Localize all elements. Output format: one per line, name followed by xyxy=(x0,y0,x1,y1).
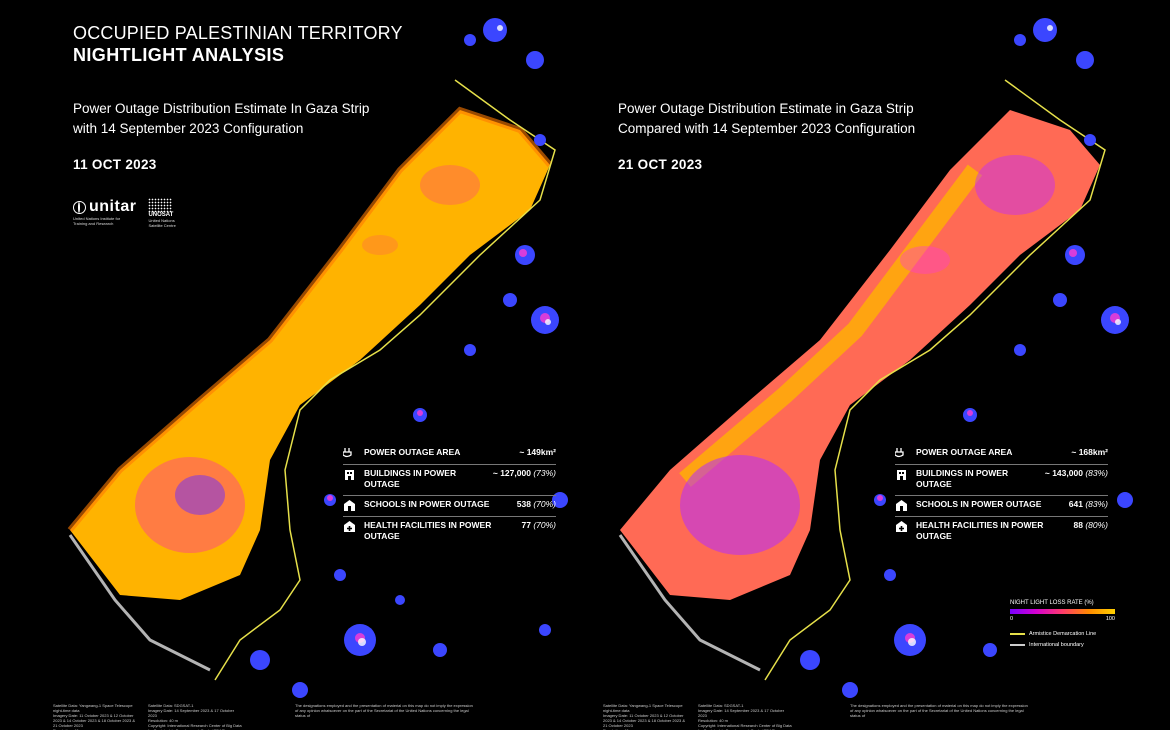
legend-boundary: International boundary xyxy=(1010,642,1115,648)
stat-value: 538 (70%) xyxy=(516,499,556,509)
unitar-logo: unitar United Nations Institute for Trai… xyxy=(73,198,136,226)
report-title-line1: OCCUPIED PALESTINIAN TERRITORY xyxy=(73,23,403,43)
subtitle-line1: Power Outage Distribution Estimate in Ga… xyxy=(618,101,914,116)
armistice-line xyxy=(764,79,1106,681)
stat-value: ~ 127,000 (73%) xyxy=(492,468,556,478)
unosat-caption: United Nations Satellite Centre xyxy=(148,218,176,228)
stat-label: SCHOOLS IN POWER OUTAGE xyxy=(364,499,490,509)
stat-label: BUILDINGS IN POWER OUTAGE xyxy=(364,468,457,489)
legend-armistice-label: Armistice Demarcation Line xyxy=(1029,631,1097,637)
unosat-dots-icon xyxy=(148,198,173,212)
map-panel-11-oct: OCCUPIED PALESTINIAN TERRITORY NIGHTLIGH… xyxy=(53,18,568,730)
stat-row: POWER OUTAGE AREA ~ 168km² xyxy=(895,444,1108,465)
power-plug-icon xyxy=(343,448,352,458)
un-globe-icon xyxy=(73,200,86,214)
stat-row: SCHOOLS IN POWER OUTAGE 641 (83%) xyxy=(895,496,1108,517)
map-panel-21-oct: Power Outage Distribution Estimate in Ga… xyxy=(585,0,1170,730)
stat-value: ~ 149km² xyxy=(519,447,556,457)
stat-value: 641 (83%) xyxy=(1068,499,1108,509)
school-icon xyxy=(896,500,907,511)
legend-max: 100 xyxy=(1105,616,1115,622)
stat-label: HEALTH FACILITIES IN POWER OUTAGE xyxy=(916,520,1044,541)
stat-row: SCHOOLS IN POWER OUTAGE 538 (70%) xyxy=(343,496,556,517)
building-icon xyxy=(897,470,906,480)
lit-areas xyxy=(800,18,1133,698)
legend-armistice: Armistice Demarcation Line xyxy=(1010,631,1115,637)
map-legend: NIGHT LIGHT LOSS RATE (%) 0 100 Armistic… xyxy=(1010,600,1115,648)
footer-source-2: Satellite Data: SDGSAT-1 Imagery Date: 1… xyxy=(148,703,242,730)
health-facility-icon xyxy=(896,521,907,532)
map-subtitle: Power Outage Distribution Estimate in Ga… xyxy=(618,99,915,139)
map-date: 21 OCT 2023 xyxy=(618,157,703,172)
stat-label: SCHOOLS IN POWER OUTAGE xyxy=(916,499,1042,509)
boundary-swatch-icon xyxy=(1010,644,1025,646)
stat-value: 77 (70%) xyxy=(521,520,556,530)
legend-title: NIGHT LIGHT LOSS RATE (%) xyxy=(1010,600,1094,606)
stat-label: BUILDINGS IN POWER OUTAGE xyxy=(916,468,1009,489)
stat-row: HEALTH FACILITIES IN POWER OUTAGE 88 (80… xyxy=(895,517,1108,547)
unitar-wordmark: unitar xyxy=(89,198,137,215)
stat-label: HEALTH FACILITIES IN POWER OUTAGE xyxy=(364,520,492,541)
subtitle-line2: with 14 September 2023 Configuration xyxy=(73,121,304,136)
logos: unitar United Nations Institute for Trai… xyxy=(73,198,184,228)
legend-min: 0 xyxy=(1010,616,1014,622)
armistice-swatch-icon xyxy=(1010,633,1025,635)
map-date: 11 OCT 2023 xyxy=(73,157,157,172)
unosat-wordmark: UNOSAT xyxy=(148,212,174,218)
building-icon xyxy=(345,470,354,480)
school-icon xyxy=(344,500,355,511)
stat-value: 88 (80%) xyxy=(1073,520,1108,530)
footer-source-2: Satellite Data: SDGSAT-1 Imagery Date: 1… xyxy=(698,703,792,730)
subtitle-line2: Compared with 14 September 2023 Configur… xyxy=(618,121,916,136)
stats-table: POWER OUTAGE AREA ~ 149km² BUILDINGS IN … xyxy=(343,444,556,547)
footer-disclaimer: The designations employed and the presen… xyxy=(850,703,1028,718)
unosat-logo: UNOSAT United Nations Satellite Centre xyxy=(148,198,184,228)
stat-row: POWER OUTAGE AREA ~ 149km² xyxy=(343,444,556,465)
armistice-line xyxy=(214,79,556,681)
subtitle-line1: Power Outage Distribution Estimate In Ga… xyxy=(73,101,370,116)
stat-value: ~ 168km² xyxy=(1071,447,1108,457)
lit-areas xyxy=(250,18,568,698)
map-subtitle: Power Outage Distribution Estimate In Ga… xyxy=(73,99,369,139)
footer-disclaimer: The designations employed and the presen… xyxy=(295,703,473,718)
loss-rate-gradient xyxy=(1010,609,1115,614)
report-title-line2: NIGHTLIGHT ANALYSIS xyxy=(73,45,285,65)
stat-row: BUILDINGS IN POWER OUTAGE ~ 127,000 (73%… xyxy=(343,465,556,496)
stat-row: HEALTH FACILITIES IN POWER OUTAGE 77 (70… xyxy=(343,517,556,547)
stats-table: POWER OUTAGE AREA ~ 168km² BUILDINGS IN … xyxy=(895,444,1108,547)
stat-label: POWER OUTAGE AREA xyxy=(364,447,461,457)
unitar-caption: United Nations Institute for Training an… xyxy=(73,216,121,226)
gaza-outage-map-21-oct xyxy=(618,18,1133,698)
report-header: OCCUPIED PALESTINIAN TERRITORY NIGHTLIGH… xyxy=(73,22,403,66)
legend-boundary-label: International boundary xyxy=(1029,642,1084,648)
health-facility-icon xyxy=(344,521,355,532)
stat-row: BUILDINGS IN POWER OUTAGE ~ 143,000 (83%… xyxy=(895,465,1108,496)
power-plug-icon xyxy=(895,448,904,458)
footer-source: Satellite Data: Yangwang-1 Space Telesco… xyxy=(53,703,136,730)
footer-source: Satellite Data: Yangwang-1 Space Telesco… xyxy=(603,703,686,730)
stat-label: POWER OUTAGE AREA xyxy=(916,447,1013,457)
stat-value: ~ 143,000 (83%) xyxy=(1044,468,1108,478)
gaza-outage-map-11-oct xyxy=(67,18,568,698)
